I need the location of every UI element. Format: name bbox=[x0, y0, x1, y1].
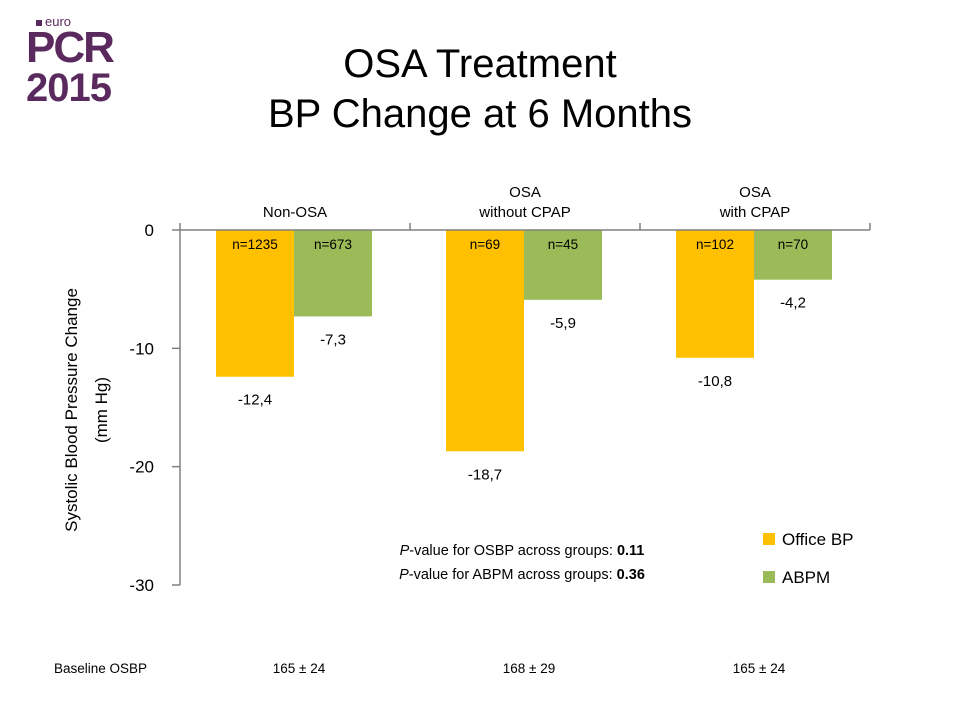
p-value-annotation: P-value for OSBP across groups: 0.11 bbox=[400, 543, 645, 559]
group-label: OSA bbox=[509, 184, 541, 201]
data-label: -4,2 bbox=[780, 295, 806, 312]
data-label: -18,7 bbox=[468, 466, 502, 483]
legend-swatch bbox=[763, 571, 775, 583]
group-label: Non-OSA bbox=[263, 204, 327, 221]
y-tick-label: 0 bbox=[145, 221, 154, 240]
baseline-value: 165 ± 24 bbox=[733, 661, 786, 676]
bar-abpm bbox=[524, 230, 602, 300]
y-tick-label: -20 bbox=[129, 458, 154, 477]
baseline-value: 168 ± 29 bbox=[503, 661, 555, 676]
legend-label: ABPM bbox=[782, 568, 830, 587]
legend-label: Office BP bbox=[782, 530, 854, 549]
bar-office-bp bbox=[676, 230, 754, 358]
baseline-value: 165 ± 24 bbox=[273, 661, 326, 676]
sample-size-label: n=1235 bbox=[232, 237, 277, 252]
y-tick-label: -30 bbox=[129, 576, 154, 595]
p-value-annotation: P-value for ABPM across groups: 0.36 bbox=[399, 567, 645, 583]
logo-euro-text: euro bbox=[36, 14, 71, 29]
group-label: OSA bbox=[739, 184, 771, 201]
sample-size-label: n=69 bbox=[470, 237, 500, 252]
sample-size-label: n=673 bbox=[314, 237, 352, 252]
group-label: with CPAP bbox=[719, 204, 791, 221]
sample-size-label: n=70 bbox=[778, 237, 808, 252]
sample-size-label: n=45 bbox=[548, 237, 578, 252]
chart-title-line-2: BP Change at 6 Months bbox=[268, 92, 692, 136]
sample-size-label: n=102 bbox=[696, 237, 734, 252]
baseline-label: Baseline OSBP bbox=[54, 661, 147, 676]
bar-abpm bbox=[754, 230, 832, 280]
bar-office-bp bbox=[216, 230, 294, 377]
logo-pcr-text: PCR bbox=[26, 23, 115, 72]
bar-abpm bbox=[294, 230, 372, 317]
data-label: -10,8 bbox=[698, 373, 732, 390]
group-label: without CPAP bbox=[478, 204, 570, 221]
y-tick-label: -10 bbox=[129, 339, 154, 358]
data-label: -7,3 bbox=[320, 331, 346, 348]
chart-title-line-1: OSA Treatment bbox=[343, 42, 617, 86]
data-label: -5,9 bbox=[550, 315, 576, 332]
bar-office-bp bbox=[446, 230, 524, 452]
y-axis-title: Systolic Blood Pressure Change bbox=[62, 288, 81, 532]
data-label: -12,4 bbox=[238, 392, 272, 409]
logo-year-text: 2015 bbox=[26, 66, 112, 110]
legend-swatch bbox=[763, 533, 775, 545]
europcr-2015-logo: euro PCR 2015 bbox=[20, 14, 120, 110]
y-axis-title-units: (mm Hg) bbox=[92, 377, 111, 443]
